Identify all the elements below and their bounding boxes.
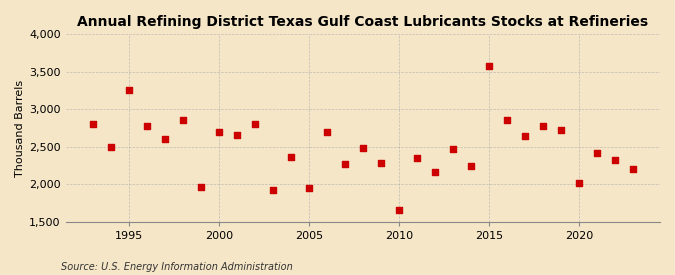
Point (412, 156, 423, 160)
Point (394, 208, 404, 212)
Point (321, 130, 332, 134)
Point (141, 123, 152, 128)
Point (303, 186, 314, 190)
Point (520, 133, 531, 138)
Point (466, 164, 477, 169)
Text: Source: U.S. Energy Information Administration: Source: U.S. Energy Information Administ… (61, 262, 292, 272)
Point (195, 185, 206, 189)
Point (213, 130, 224, 134)
Point (574, 181, 585, 186)
Point (358, 145, 369, 150)
Y-axis label: Thousand Barrels: Thousand Barrels (15, 79, 25, 177)
Point (178, 118, 188, 122)
Point (628, 167, 639, 171)
Point (124, 88, 134, 92)
Point (267, 188, 278, 192)
Point (340, 162, 350, 166)
Point (556, 127, 566, 132)
Point (375, 161, 386, 166)
Point (483, 64, 494, 68)
Point (249, 122, 260, 127)
Title: Annual Refining District Texas Gulf Coast Lubricants Stocks at Refineries: Annual Refining District Texas Gulf Coas… (77, 15, 649, 29)
Point (232, 133, 242, 137)
Point (159, 137, 170, 141)
Point (105, 145, 116, 149)
Point (87, 121, 98, 126)
Point (502, 118, 512, 122)
Point (537, 123, 548, 128)
Point (429, 169, 440, 174)
Point (448, 147, 458, 151)
Point (286, 155, 296, 160)
Point (610, 157, 620, 162)
Point (591, 151, 602, 155)
